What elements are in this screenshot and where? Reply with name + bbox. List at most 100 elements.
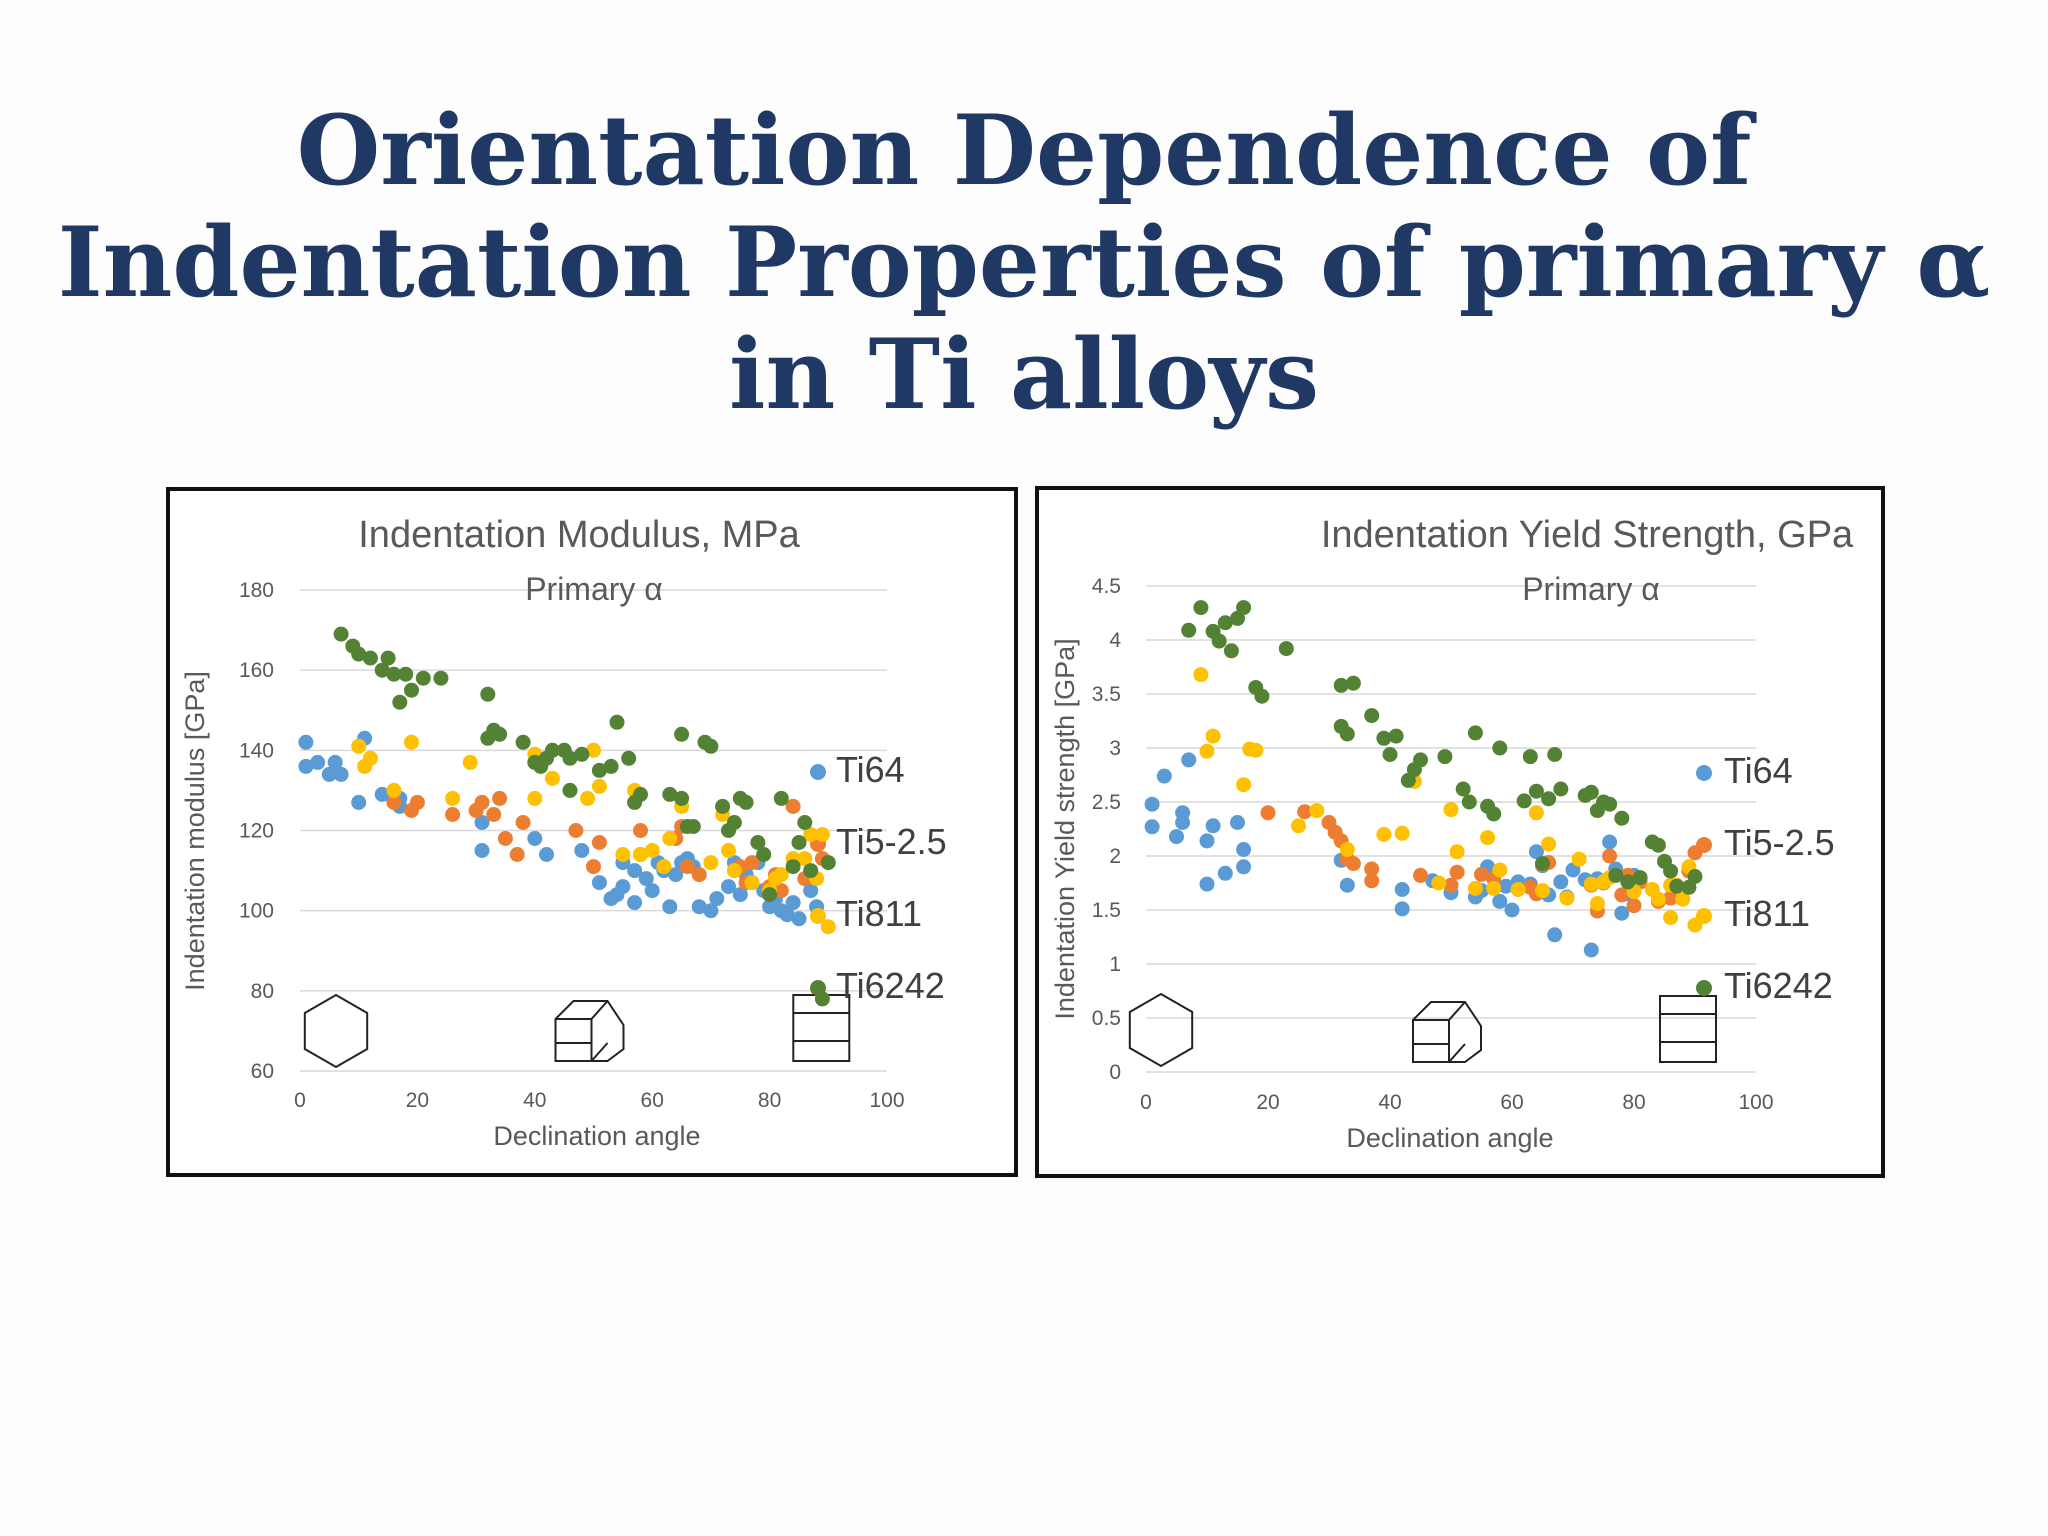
data-point [773, 883, 789, 899]
data-point [374, 786, 390, 802]
data-point [1297, 804, 1313, 820]
data-point [486, 807, 502, 822]
data-point [685, 819, 701, 834]
x-axis-label: Declination angle [493, 1121, 700, 1151]
data-point [497, 831, 513, 846]
data-point [351, 646, 367, 662]
data-point [791, 835, 807, 850]
data-point [1364, 708, 1380, 724]
data-point [738, 794, 754, 810]
data-point [1632, 870, 1648, 886]
legend-marker [810, 980, 826, 996]
data-point [591, 875, 607, 891]
data-point [715, 798, 731, 814]
x-axis-label: Declination angle [1346, 1123, 1553, 1153]
data-point [779, 907, 795, 923]
data-point [1437, 749, 1453, 765]
data-point [797, 851, 813, 867]
x-tick-label: 80 [1622, 1091, 1645, 1114]
y-tick-label: 1 [1109, 953, 1121, 976]
data-point [1467, 725, 1483, 741]
data-point [1236, 842, 1252, 857]
data-point [327, 754, 343, 770]
data-point [386, 794, 402, 810]
chart-subtitle: Primary α [1522, 571, 1660, 607]
data-point [674, 726, 690, 742]
data-point [709, 891, 725, 907]
data-point [1339, 726, 1355, 742]
series-ti811 [351, 734, 836, 935]
data-point [333, 626, 349, 642]
data-point [1181, 752, 1197, 768]
data-point [404, 734, 419, 750]
data-point [662, 899, 678, 915]
data-point [644, 843, 660, 858]
data-point [674, 790, 690, 806]
data-point [1614, 887, 1630, 903]
data-point [1339, 877, 1355, 893]
data-point [445, 807, 461, 822]
data-point [374, 662, 390, 678]
data-point [1169, 829, 1184, 845]
data-point [1199, 876, 1215, 892]
data-point [1553, 874, 1569, 890]
x-tick-label: 20 [406, 1089, 429, 1112]
data-point [721, 879, 736, 895]
data-point [814, 827, 830, 842]
x-tick-label: 20 [1256, 1091, 1279, 1114]
data-point [615, 847, 631, 862]
x-tick-label: 60 [641, 1089, 664, 1112]
data-point [1175, 815, 1191, 830]
data-point [351, 738, 367, 754]
data-point [398, 666, 414, 682]
data-point [803, 883, 819, 899]
data-point [785, 798, 801, 814]
data-point [562, 782, 578, 798]
data-point [1535, 856, 1550, 872]
y-tick-label: 2 [1109, 845, 1121, 868]
yield-strength-chart: 0 0.5 1 1.5 2 2.5 3 3.5 4 4.5 0 20 40 60 80 100 Indentat… [1050, 514, 1854, 1153]
legend-label: Ti5-2.5 [1724, 822, 1835, 863]
data-point [615, 879, 631, 895]
data-point [1650, 891, 1666, 907]
data-point [1217, 615, 1233, 631]
data-point [609, 714, 625, 730]
modulus-chart: 60 80 100 120 140 160 180 0 20 40 60 80 100 Indentati… [180, 514, 947, 1151]
data-point [1486, 880, 1502, 896]
hexagon-basal-icon [303, 993, 369, 1069]
data-point [1492, 740, 1508, 756]
data-point [474, 843, 490, 858]
data-point [1559, 890, 1575, 906]
data-point [1291, 818, 1306, 834]
data-point [621, 750, 637, 766]
y-tick-label: 4 [1109, 629, 1121, 652]
data-point [1193, 600, 1209, 616]
x-tick-label: 100 [1738, 1091, 1773, 1114]
data-point [1254, 688, 1270, 704]
data-point [644, 883, 660, 899]
legend-marker [810, 908, 826, 924]
data-point [1376, 730, 1392, 746]
legend-marker [1696, 980, 1712, 996]
data-point [1364, 861, 1380, 877]
prism-outline [1412, 1001, 1482, 1063]
data-point [1541, 791, 1557, 807]
data-point [509, 847, 525, 862]
y-axis-label: Indentation Yield strength [GPa] [1050, 638, 1080, 1019]
data-point [1339, 842, 1355, 857]
data-point [756, 847, 772, 862]
x-tick-label: 40 [523, 1089, 546, 1112]
data-point [797, 815, 813, 830]
data-point [574, 843, 590, 858]
data-point [1687, 869, 1703, 884]
data-point [298, 734, 314, 750]
data-point [433, 670, 449, 686]
y-tick-label: 1.5 [1092, 899, 1121, 922]
data-point [1528, 844, 1544, 860]
data-point [1492, 862, 1508, 878]
data-point [1620, 874, 1636, 890]
data-point [1486, 806, 1502, 822]
x-tick-label: 60 [1500, 1091, 1523, 1114]
data-point [1669, 878, 1685, 894]
y-tick-label: 0.5 [1092, 1007, 1121, 1030]
